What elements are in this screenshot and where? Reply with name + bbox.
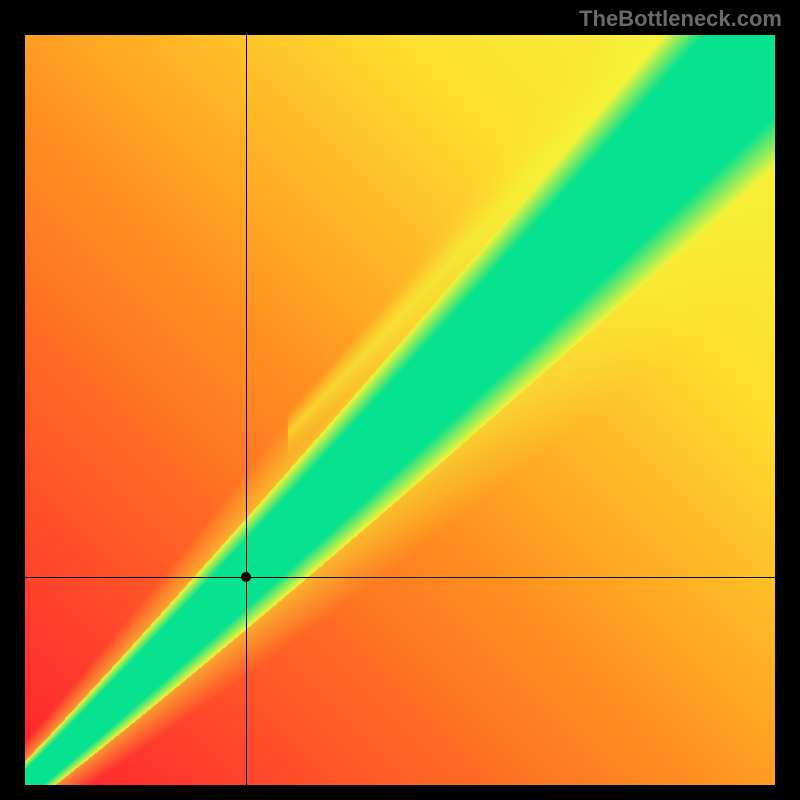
chart-container: TheBottleneck.com (0, 0, 800, 800)
plot-area (25, 35, 775, 785)
watermark-text: TheBottleneck.com (579, 6, 782, 32)
heatmap-canvas (25, 35, 775, 785)
